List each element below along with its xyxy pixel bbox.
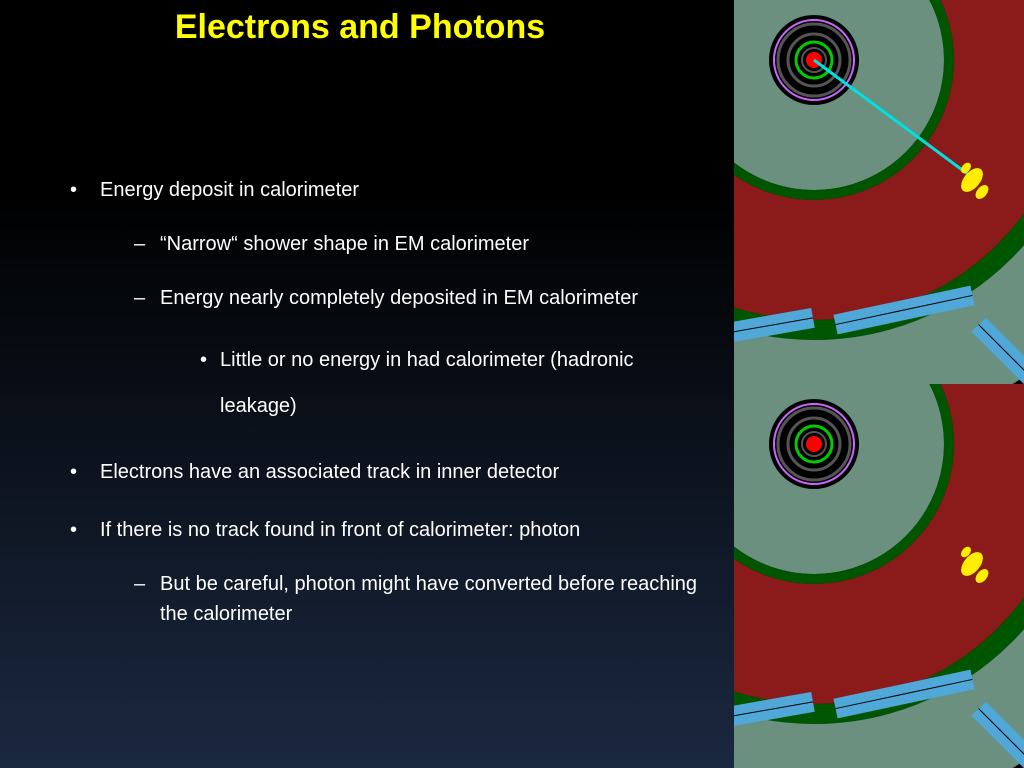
bullet-text: Little or no energy in had calorimeter (… xyxy=(220,349,634,417)
bullet-item: “Narrow“ shower shape in EM calorimeter xyxy=(134,229,710,259)
bullet-text: Energy deposit in calorimeter xyxy=(100,179,359,201)
bullet-text: If there is no track found in front of c… xyxy=(100,519,580,541)
detector-diagram-photon xyxy=(734,384,1024,768)
slide-title: Electrons and Photons xyxy=(0,8,720,47)
bullet-item: Energy deposit in calorimeter “Narrow“ sh… xyxy=(70,175,710,429)
detector-diagram-electron xyxy=(734,0,1024,384)
bullet-item: But be careful, photon might have conver… xyxy=(134,569,710,629)
bullet-text: But be careful, photon might have conver… xyxy=(160,573,697,625)
bullet-text: Energy nearly completely deposited in EM… xyxy=(160,287,638,309)
slide-body: Energy deposit in calorimeter “Narrow“ sh… xyxy=(70,175,710,657)
bullet-text: “Narrow“ shower shape in EM calorimeter xyxy=(160,233,529,255)
bullet-item: Little or no energy in had calorimeter (… xyxy=(200,337,710,429)
slide: Electrons and Photons Energy deposit in … xyxy=(0,0,1024,768)
bullet-item: Energy nearly completely deposited in EM… xyxy=(134,283,710,429)
bullet-text: Electrons have an associated track in in… xyxy=(100,461,559,483)
bullet-item: Electrons have an associated track in in… xyxy=(70,457,710,487)
bullet-item: If there is no track found in front of c… xyxy=(70,515,710,629)
